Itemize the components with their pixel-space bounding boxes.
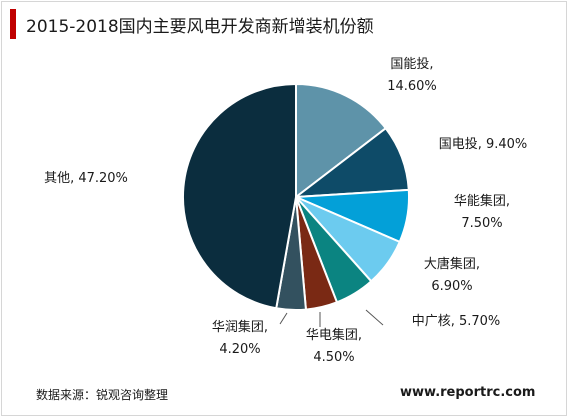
source-note: 数据来源：锐观咨询整理 [36,388,169,402]
chart-title: 2015-2018国内主要风电开发商新增装机份额 [26,17,374,37]
slice-label: 中广核, 5.70% [412,314,501,329]
slice-label: 国电投, 9.40% [439,136,528,152]
leader-line [365,309,384,326]
pie-slice [295,82,388,200]
slice-label: 华润集团, 4.20% [212,319,268,357]
slice-label: 其他, 47.20% [44,171,128,186]
pie-slice [181,82,297,310]
title-accent-bar [10,9,16,39]
slice-label: 大唐集团, 6.90% [424,256,480,294]
leader-line [279,312,288,325]
website-label: www.reportrc.com [400,385,536,400]
slice-label: 国能投, 14.60% [387,56,437,94]
slice-label: 华电集团, 4.50% [306,327,362,365]
slice-label: 华能集团, 7.50% [454,193,510,231]
